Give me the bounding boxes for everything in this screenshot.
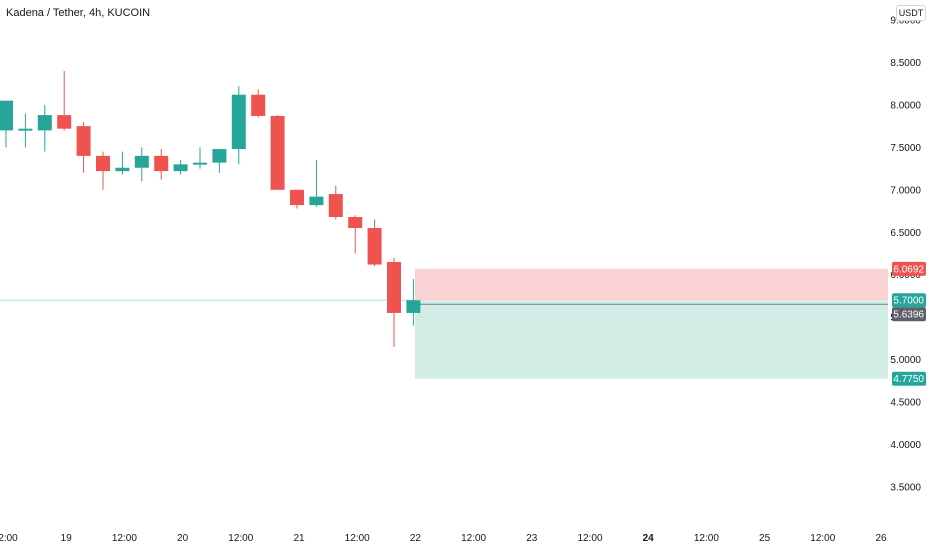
x-tick-label: 12:00 — [461, 533, 486, 544]
chart-title: Kadena / Tether, 4h, KUCOIN — [6, 7, 151, 19]
y-tick-label: 8.0000 — [890, 100, 921, 111]
candle — [57, 70, 72, 131]
current-price-tag: 5.6396 — [892, 307, 926, 322]
candle — [37, 104, 52, 152]
position-zones — [415, 268, 888, 379]
candle-body — [18, 128, 33, 131]
y-tick-label: 3.5000 — [890, 483, 921, 494]
x-tick-label: 12:00 — [345, 533, 370, 544]
target-price-tag: 4.7750 — [892, 371, 926, 386]
candle-body — [367, 228, 382, 265]
candle — [387, 257, 401, 347]
candle-body — [193, 162, 207, 165]
y-tick-label: 8.5000 — [890, 58, 921, 69]
stop-price-tag: 6.0692 — [892, 261, 926, 276]
candle — [212, 149, 227, 173]
candle — [231, 86, 246, 165]
x-tick-label: 12:00 — [810, 533, 835, 544]
x-tick-label: 24 — [643, 533, 655, 544]
candle — [251, 89, 266, 118]
svg-text:4.7750: 4.7750 — [893, 374, 924, 385]
candle-body — [0, 100, 13, 131]
candle — [18, 113, 33, 148]
take-profit-zone[interactable] — [415, 300, 888, 379]
stop-loss-zone[interactable] — [415, 268, 888, 301]
x-tick-label: 12:00 — [228, 533, 253, 544]
price-axis[interactable]: 3.50004.00004.50005.00005.50006.00006.50… — [890, 16, 921, 494]
candle-body — [251, 94, 266, 116]
candle — [348, 215, 363, 254]
svg-text:5.6396: 5.6396 — [893, 310, 924, 321]
x-tick-label: 26 — [875, 533, 887, 544]
price-tags: 6.0692 5.7000 5.6396 4.7750 — [892, 261, 926, 386]
candle — [134, 147, 149, 182]
y-tick-label: 6.5000 — [890, 228, 921, 239]
x-tick-label: 23 — [526, 533, 538, 544]
candle-body — [270, 115, 285, 190]
x-tick-label: 25 — [759, 533, 771, 544]
y-tick-label: 9.0000 — [890, 16, 921, 27]
candle — [328, 185, 343, 220]
candle-body — [37, 115, 52, 131]
y-tick-label: 4.5000 — [890, 398, 921, 409]
candle — [76, 121, 91, 173]
currency-unit-button[interactable]: USDT — [896, 5, 926, 21]
candle-body — [57, 115, 72, 129]
x-tick-label: 20 — [177, 533, 189, 544]
candle-body — [290, 189, 304, 206]
y-tick-label: 7.0000 — [890, 185, 921, 196]
time-axis[interactable]: 2:00 19 12:00 20 12:00 21 12:00 22 12:00 23 12:00 2… — [0, 533, 887, 544]
x-tick-label: 12:00 — [112, 533, 137, 544]
candle — [154, 149, 169, 180]
candle-body — [328, 194, 343, 217]
entry-price-tag: 5.7000 — [892, 293, 926, 308]
x-tick-label: 21 — [293, 533, 305, 544]
candle — [309, 160, 324, 207]
y-tick-label: 7.5000 — [890, 143, 921, 154]
candle — [406, 278, 421, 326]
candle-body — [96, 155, 110, 172]
y-tick-label: 4.0000 — [890, 440, 921, 451]
candle-body — [76, 126, 91, 156]
candle — [96, 151, 110, 190]
y-tick-label: 5.0000 — [890, 355, 921, 366]
candle-body — [134, 155, 149, 168]
x-tick-label: 2:00 — [0, 533, 18, 544]
candle — [115, 151, 130, 175]
x-tick-label: 19 — [61, 533, 73, 544]
candle — [367, 219, 382, 267]
candle — [290, 189, 304, 209]
candle-body — [154, 155, 169, 172]
candle-body — [212, 149, 227, 163]
candle — [173, 160, 188, 175]
svg-text:6.0692: 6.0692 — [893, 264, 924, 275]
candle-body — [348, 216, 363, 229]
candle-body — [115, 167, 130, 172]
candle-body — [309, 196, 324, 206]
x-tick-label: 12:00 — [577, 533, 602, 544]
svg-text:5.7000: 5.7000 — [893, 296, 924, 307]
candle-body — [406, 300, 421, 313]
candle-body — [387, 261, 401, 313]
candle — [193, 147, 207, 169]
candle — [270, 115, 285, 190]
x-tick-label: 22 — [410, 533, 422, 544]
x-tick-label: 12:00 — [694, 533, 719, 544]
candlestick-series — [0, 70, 421, 347]
candle — [0, 100, 13, 148]
candle-body — [173, 164, 188, 172]
candle-body — [231, 94, 246, 150]
